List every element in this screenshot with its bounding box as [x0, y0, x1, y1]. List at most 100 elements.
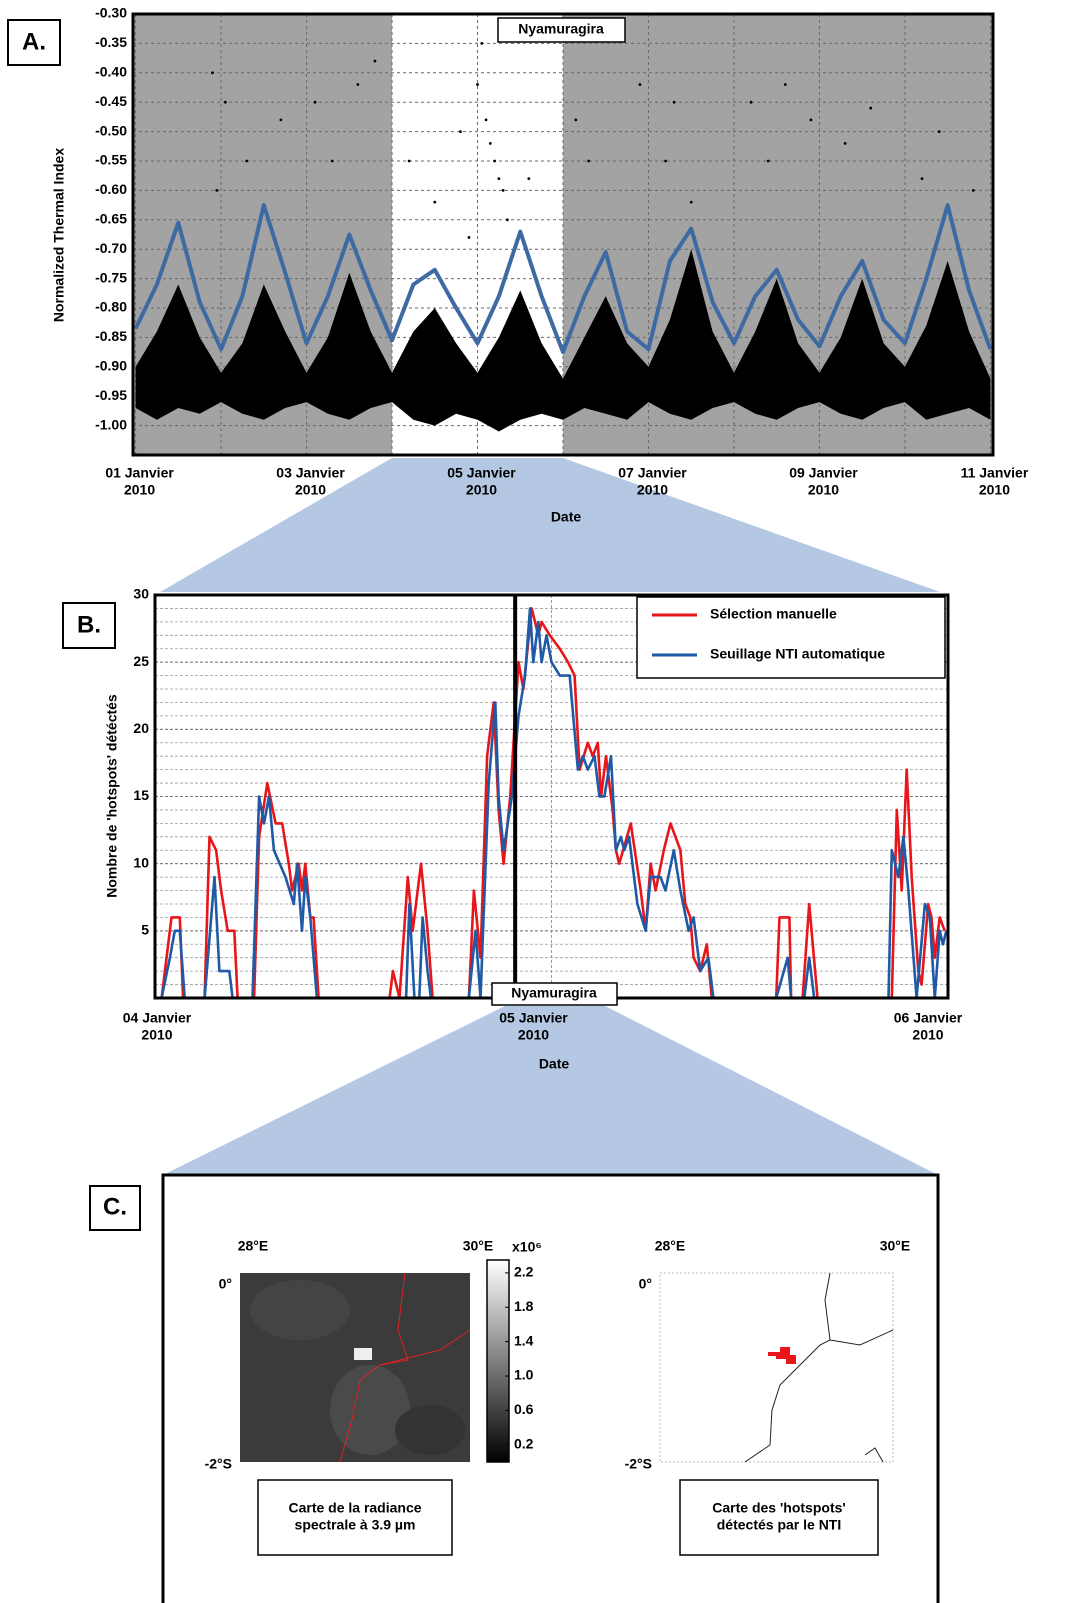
legend-label: Seuillage NTI automatique [710, 646, 885, 662]
y-tick-label: 5 [141, 922, 149, 938]
hotspot-radiance [354, 1348, 372, 1360]
y-axis-label: Normalized Thermal Index [51, 148, 67, 322]
y-tick-label: -0.40 [95, 64, 127, 80]
y-tick-label: -0.95 [95, 387, 127, 403]
scatter-point [869, 106, 873, 110]
scatter-point [638, 83, 642, 86]
scatter-point [587, 159, 591, 163]
y-tick-label: 10 [133, 854, 149, 870]
plot-frame [131, 12, 995, 457]
zoom-connector [160, 458, 940, 592]
panel-b: 5 10 15 20 25 30 04 Janvier 2010 05 Janvier 2010 0… [62, 586, 963, 1072]
scatter-point [480, 42, 484, 45]
dense-points-band [135, 249, 991, 432]
legend-label: Sélection manuelle [710, 606, 837, 622]
nti-line [133, 203, 993, 355]
colorbar-unit: x10⁶ [512, 1239, 542, 1255]
scatter-point [527, 177, 531, 181]
lat-label: -2°S [205, 1456, 232, 1472]
y-tick-label: 25 [133, 653, 149, 669]
x-tick-label: 06 Janvier 2010 [894, 1009, 963, 1042]
y-tick-label: 15 [133, 787, 149, 803]
y-tick-label: -0.70 [95, 240, 127, 256]
panel-label-box [89, 1185, 141, 1231]
colorbar-tick-label: 0.6 [514, 1401, 534, 1417]
scatter-point [493, 159, 497, 163]
scatter-point [497, 177, 501, 181]
x-tick-label: 01 Janvier 2010 [105, 464, 174, 497]
scatter-point [937, 130, 941, 134]
map-caption: Carte de la radiance spectrale à 3.9 µm [288, 1499, 421, 1532]
lat-label: 0° [219, 1276, 232, 1292]
y-tick-label: -0.35 [95, 34, 127, 50]
panel-label-box [62, 602, 116, 649]
y-tick-label: 20 [133, 720, 149, 736]
scatter-point [488, 141, 492, 145]
x-tick-label: 03 Janvier 2010 [276, 464, 345, 497]
lon-label: 28°E [655, 1238, 686, 1254]
x-tick-label: 05 Janvier 2010 [499, 1009, 568, 1042]
scatter-point [313, 100, 317, 104]
lon-label: 28°E [238, 1238, 269, 1254]
border-line [864, 1447, 884, 1463]
scatter-point [971, 189, 975, 192]
annotation-box [491, 982, 618, 1006]
y-tick-label: -0.60 [95, 181, 127, 197]
plot-area [133, 14, 993, 455]
border-line [829, 1329, 894, 1346]
scatter-point [484, 118, 488, 122]
scatter-point [223, 100, 227, 104]
y-tick-label: -0.50 [95, 122, 127, 138]
scatter-point [749, 100, 753, 104]
scatter-point [433, 200, 437, 204]
x-tick-label: 07 Janvier 2010 [618, 464, 687, 497]
map-texture [330, 1365, 410, 1455]
y-tick-label: -0.30 [95, 5, 127, 21]
annotation: Nyamuragira [518, 21, 604, 37]
panel-label-box [7, 19, 61, 66]
y-tick-label: 30 [133, 586, 149, 602]
panel-label: A. [22, 28, 46, 55]
x-tick-label: 04 Janvier 2010 [123, 1009, 192, 1042]
series-line [160, 607, 946, 998]
colorbar-tick-label: 1.0 [514, 1367, 534, 1383]
scatter-point [843, 141, 847, 145]
scatter-point [407, 159, 411, 163]
colorbar-tick-label: 0.2 [514, 1436, 534, 1452]
border-line [744, 1272, 831, 1463]
scatter-point [501, 189, 505, 192]
lon-label: 30°E [880, 1238, 911, 1254]
y-tick-label: -0.75 [95, 269, 127, 285]
map-texture [250, 1280, 350, 1340]
x-tick-label: 09 Janvier 2010 [789, 464, 858, 497]
y-tick-label: -0.45 [95, 93, 127, 109]
colorbar [486, 1259, 510, 1463]
scatter-point [574, 118, 578, 122]
zoom-connector [163, 1006, 938, 1175]
map-texture [395, 1405, 465, 1455]
panel-label: B. [77, 611, 101, 638]
y-tick-label: -0.85 [95, 328, 127, 344]
caption-box [679, 1479, 879, 1556]
y-tick-label: -0.90 [95, 358, 127, 374]
x-tick-label: 05 Janvier 2010 [447, 464, 516, 497]
x-axis-label: Date [551, 509, 582, 525]
map-caption: Carte des 'hotspots' détectés par le NTI [712, 1499, 845, 1532]
scatter-point [809, 118, 813, 122]
scatter-point [373, 59, 377, 63]
x-axis-label: Date [539, 1056, 570, 1072]
y-tick-label: -0.65 [95, 211, 127, 227]
scatter-point [920, 177, 924, 181]
scatter-point [689, 200, 693, 204]
legend-box [636, 596, 946, 679]
hotspot-map [659, 1272, 894, 1463]
lat-label: -2°S [625, 1456, 652, 1472]
colorbar-tick-label: 1.8 [514, 1298, 534, 1314]
scatter-point [245, 159, 249, 163]
y-tick-label: -0.55 [95, 152, 127, 168]
scatter-point [279, 118, 283, 122]
y-axis-label: Nombre de 'hotspots' détéctés [104, 694, 120, 898]
y-tick-label: -0.80 [95, 299, 127, 315]
panel-a: -1.00 -0.95 -0.90 -0.85 -0.80 -0.75 -0.70 -0.65… [7, 5, 1029, 525]
